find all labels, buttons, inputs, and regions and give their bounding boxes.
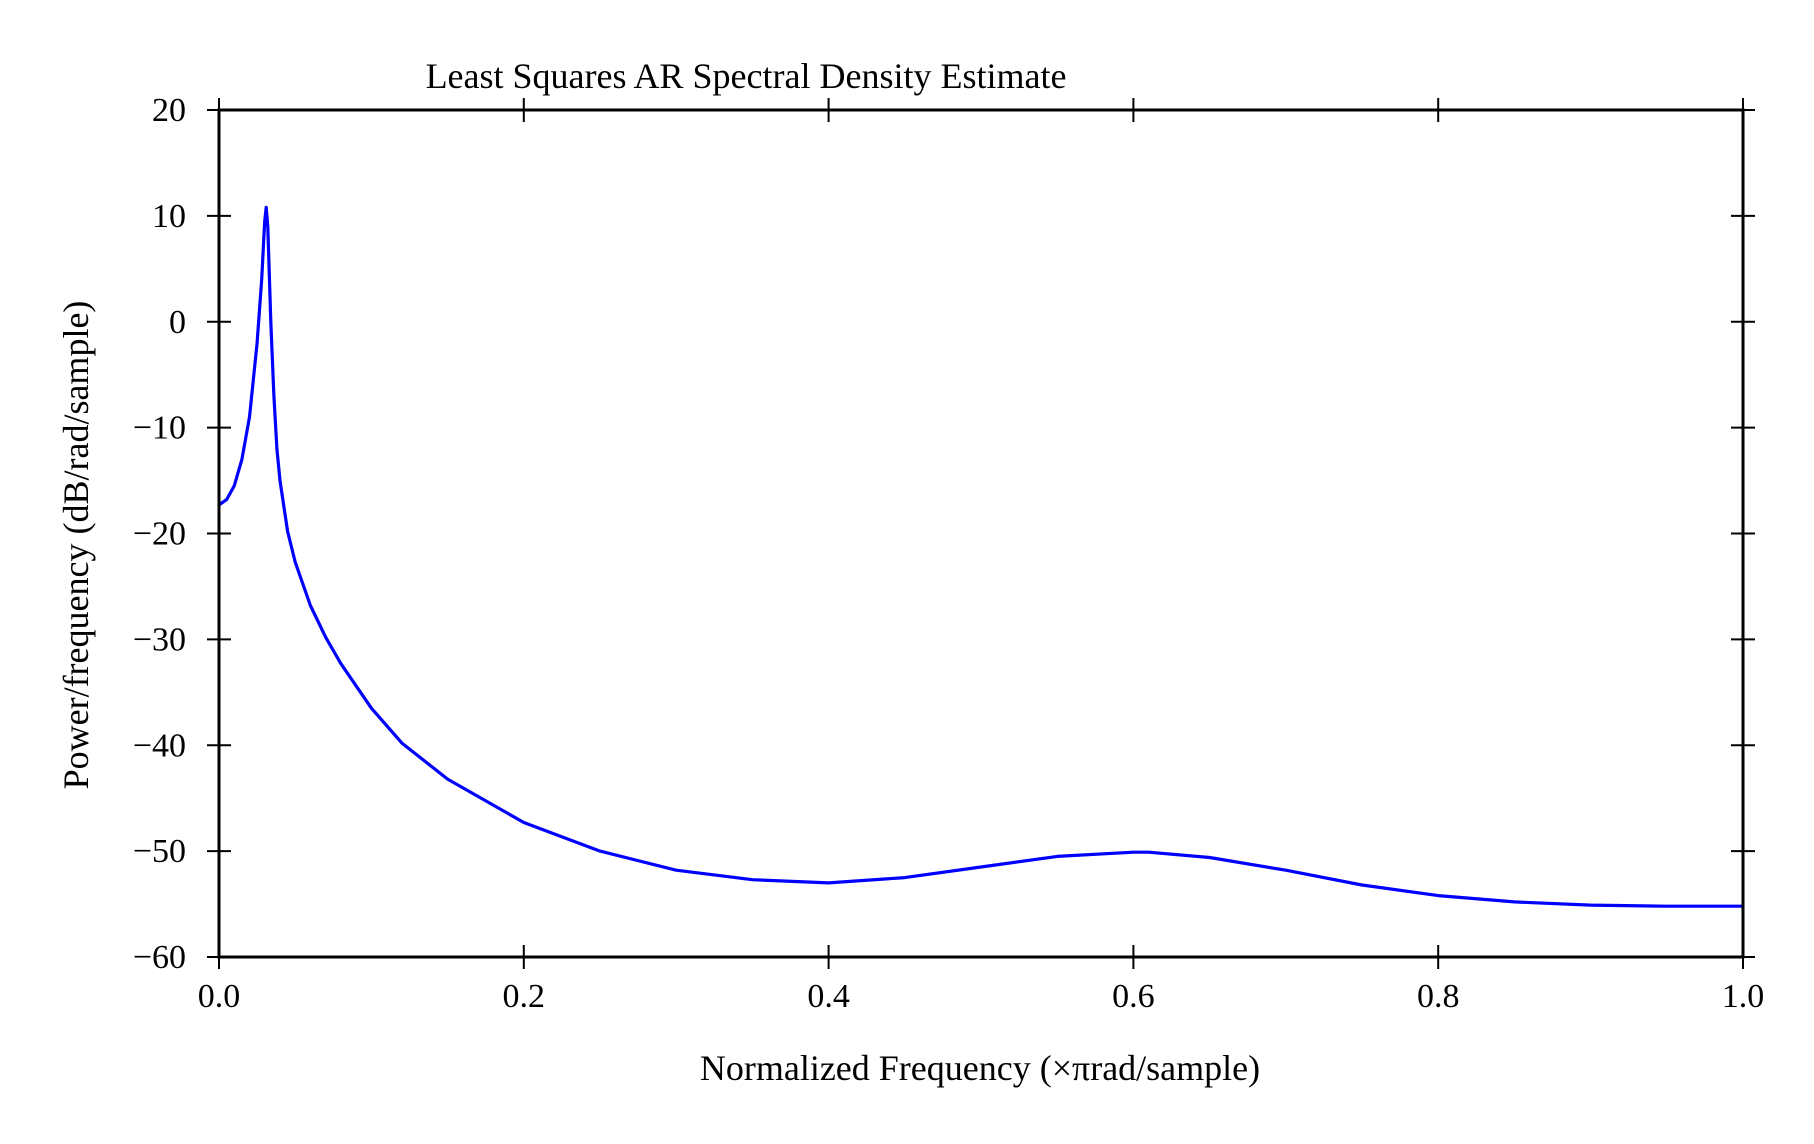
x-tick-label: 0.2 <box>503 978 546 1015</box>
x-tick-label: 0.0 <box>198 978 241 1015</box>
plot-frame <box>217 108 1745 959</box>
y-axis: 20 10 0 −10 −20 −30 −40 −50 −60 <box>133 92 1755 976</box>
x-axis-label: Normalized Frequency (×πrad/sample) <box>700 1048 1260 1088</box>
y-tick-label: −40 <box>133 727 186 764</box>
y-tick-label: −10 <box>133 410 186 447</box>
y-tick-label: 0 <box>169 304 186 341</box>
x-axis: 0.0 0.2 0.4 0.6 0.8 1.0 <box>198 98 1765 1015</box>
y-tick-label: 10 <box>152 198 186 235</box>
plot-area <box>217 205 1745 908</box>
y-tick-label: −20 <box>133 516 186 553</box>
x-tick-label: 0.8 <box>1417 978 1460 1015</box>
y-tick-label: −30 <box>133 621 186 658</box>
y-tick-label: −60 <box>133 939 186 976</box>
series-line-0 <box>217 205 1745 908</box>
y-tick-label: −50 <box>133 833 186 870</box>
chart-title: Least Squares AR Spectral Density Estima… <box>426 56 1067 96</box>
y-axis-label: Power/frequency (dB/rad/sample) <box>56 301 96 790</box>
y-tick-label: 20 <box>152 92 186 129</box>
x-tick-label: 0.6 <box>1112 978 1155 1015</box>
x-tick-label: 0.4 <box>807 978 850 1015</box>
x-tick-label: 1.0 <box>1722 978 1765 1015</box>
